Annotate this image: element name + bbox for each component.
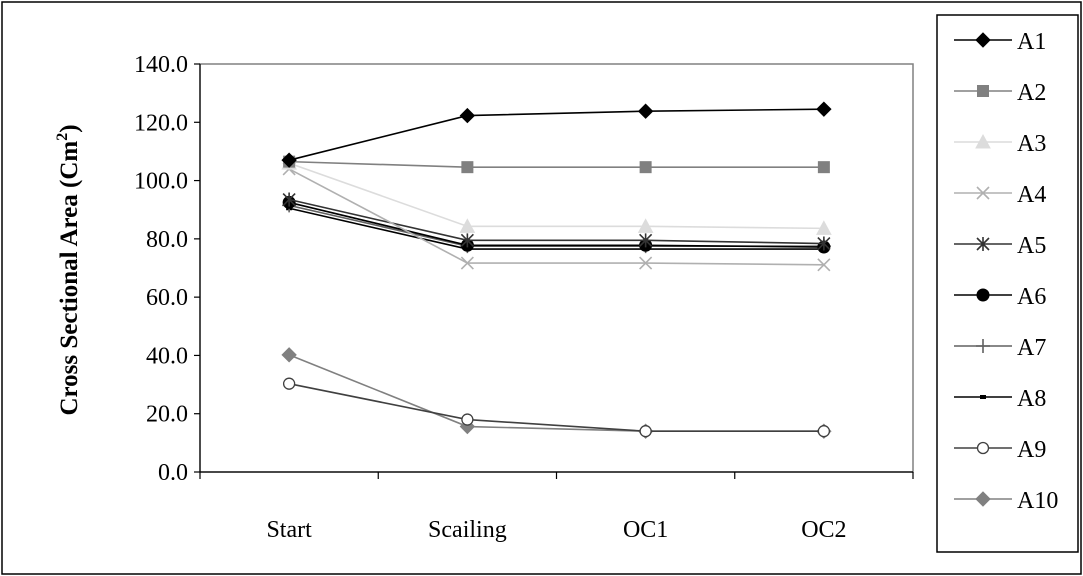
legend-marker — [975, 32, 991, 48]
data-point — [460, 256, 474, 270]
data-point — [282, 192, 296, 207]
legend-label: A9 — [1017, 437, 1046, 463]
y-tick-label: 120.0 — [134, 110, 188, 136]
legend-label: A4 — [1017, 182, 1046, 208]
legend-marker — [975, 133, 991, 149]
legend-marker — [976, 441, 990, 455]
data-point — [639, 425, 652, 438]
legend-marker — [977, 85, 989, 97]
data-point — [459, 218, 476, 233]
data-point — [461, 161, 474, 174]
legend-label: A5 — [1017, 233, 1046, 259]
legend-item-a9: A9 — [954, 437, 1046, 463]
data-point — [281, 152, 297, 168]
y-tick-label: 140.0 — [134, 52, 188, 78]
legend-item-a1: A1 — [954, 29, 1046, 55]
data-point — [281, 347, 297, 363]
legend-marker — [975, 491, 991, 507]
data-point — [816, 220, 832, 235]
data-point — [637, 218, 654, 233]
data-point — [639, 233, 653, 248]
data-point — [461, 413, 474, 426]
legend-item-a10: A10 — [954, 488, 1058, 514]
y-tick-label: 100.0 — [134, 169, 188, 195]
y-tick-label: 0.0 — [158, 460, 188, 486]
data-point — [460, 233, 474, 248]
data-point — [817, 425, 831, 438]
series-line — [288, 198, 824, 245]
legend-label: A8 — [1017, 386, 1046, 412]
legend-label: A2 — [1017, 80, 1046, 106]
y-axis-title: Cross Sectional Area (Cm2) — [54, 124, 83, 415]
x-tick-label: OC2 — [801, 517, 846, 543]
y-tick-label: 40.0 — [146, 343, 188, 369]
legend-label: A10 — [1017, 488, 1058, 514]
series-line — [288, 108, 824, 161]
data-point — [637, 103, 654, 119]
data-point — [459, 107, 476, 124]
legend-marker — [980, 395, 986, 399]
legend-item-a7: A7 — [954, 335, 1046, 361]
data-point — [282, 377, 296, 390]
legend-label: A3 — [1017, 131, 1046, 157]
data-point — [817, 258, 831, 272]
legend-marker — [976, 288, 990, 302]
series-line — [288, 162, 824, 230]
data-point — [639, 161, 652, 174]
legend-box — [936, 14, 1079, 553]
legend-item-a4: A4 — [954, 182, 1046, 208]
legend-item-a5: A5 — [954, 233, 1046, 259]
series-a5 — [282, 192, 831, 251]
data-point — [817, 236, 831, 251]
plot-area — [199, 63, 914, 473]
series-line — [288, 168, 824, 266]
series-a4 — [282, 162, 831, 272]
legend: A1 A2 A3 A4 A5 A6 A7 A8 A9 A10 — [954, 29, 1058, 514]
series-layer — [281, 101, 832, 439]
series-line — [289, 160, 824, 168]
y-tick-label: 60.0 — [146, 285, 188, 311]
legend-label: A1 — [1017, 29, 1046, 55]
legend-marker — [976, 237, 990, 251]
data-point — [816, 101, 832, 117]
axis-ticks-layer: 0.0 20.0 40.0 60.0 80.0 100.0 120.0 140.0 Start S… — [134, 52, 914, 543]
data-point — [639, 256, 653, 270]
series-a1 — [281, 101, 832, 168]
legend-marker — [976, 186, 990, 200]
legend-item-a6: A6 — [954, 284, 1046, 310]
series-line — [288, 201, 824, 248]
x-tick-label: Start — [266, 517, 312, 543]
series-a9 — [282, 377, 831, 438]
legend-label: A6 — [1017, 284, 1046, 310]
x-tick-label: OC1 — [623, 517, 668, 543]
x-tick-label: Scailing — [428, 517, 507, 543]
y-tick-label: 20.0 — [146, 402, 188, 428]
series-line — [288, 382, 824, 433]
data-point — [817, 161, 830, 174]
y-tick-label: 80.0 — [146, 227, 188, 253]
legend-item-a2: A2 — [954, 80, 1046, 106]
legend-item-a3: A3 — [954, 131, 1046, 157]
legend-item-a8: A8 — [954, 386, 1046, 412]
legend-marker — [976, 339, 990, 353]
legend-label: A7 — [1017, 335, 1046, 361]
series-line — [288, 207, 824, 250]
